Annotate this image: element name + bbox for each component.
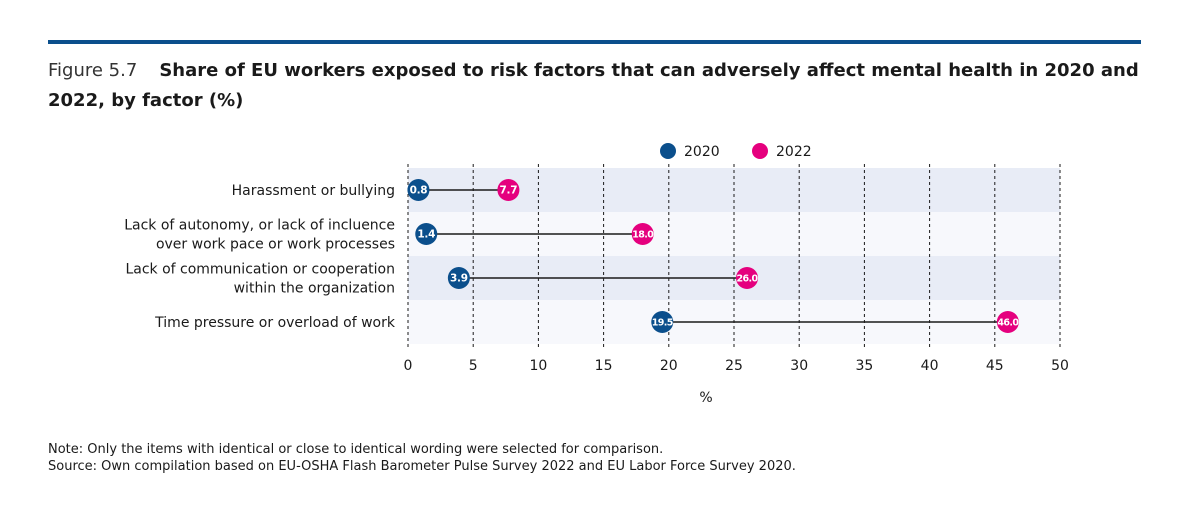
x-tick-label: 25 <box>725 358 743 374</box>
top-rule <box>48 40 1141 44</box>
data-label-2022: 18.0 <box>632 230 654 241</box>
category-label: Time pressure or overload of work <box>154 315 396 331</box>
x-tick-label: 5 <box>469 358 478 374</box>
x-tick-label: 30 <box>790 358 808 374</box>
data-label-2022: 26.0 <box>737 274 759 285</box>
figure-label: Figure 5.7 <box>48 60 138 81</box>
data-point-2022 <box>497 179 520 201</box>
x-tick-label: 45 <box>986 358 1004 374</box>
notes-block: Note: Only the items with identical or c… <box>48 441 796 475</box>
note-text: Note: Only the items with identical or c… <box>48 442 664 457</box>
x-axis-title: % <box>699 390 712 406</box>
category-label: Lack of autonomy, or lack of incluence <box>124 218 395 234</box>
legend-label-2022: 2022 <box>776 144 812 160</box>
x-tick-label: 40 <box>921 358 939 374</box>
legend-marker-2022 <box>752 143 768 159</box>
data-label-2020: 0.8 <box>410 185 428 197</box>
category-label: Harassment or bullying <box>232 183 395 199</box>
x-tick-label: 20 <box>660 358 678 374</box>
data-point-2022 <box>736 267 759 289</box>
figure-title: Share of EU workers exposed to risk fact… <box>48 60 1139 111</box>
data-point-2022 <box>996 311 1019 333</box>
legend-label-2020: 2020 <box>684 144 720 160</box>
x-tick-label: 0 <box>404 358 413 374</box>
dumbbell-chart: 0 5 10 15 20 25 30 35 40 45 50% 2020 2022 Harassment … <box>124 143 1069 406</box>
data-point-2020 <box>447 267 470 289</box>
x-tick-label: 50 <box>1051 358 1069 374</box>
data-label-2022: 7.7 <box>500 185 518 197</box>
data-point-2020 <box>415 223 438 245</box>
category-label: within the organization <box>234 281 395 297</box>
data-label-2020: 1.4 <box>417 229 435 241</box>
figure-title-block: Figure 5.7 Share of EU workers exposed to… <box>48 56 1148 116</box>
x-tick-label: 15 <box>595 358 613 374</box>
data-point-2020 <box>651 311 674 333</box>
data-point-2022 <box>631 223 654 245</box>
category-label: over work pace or work processes <box>156 237 395 253</box>
x-tick-label: 35 <box>855 358 873 374</box>
data-label-2020: 19.5 <box>652 318 673 329</box>
source-text: Source: Own compilation based on EU-OSHA… <box>48 459 796 474</box>
data-point-2020 <box>407 179 430 201</box>
x-tick-label: 10 <box>529 358 547 374</box>
data-label-2020: 3.9 <box>450 273 468 285</box>
legend-marker-2020 <box>660 143 676 159</box>
data-label-2022: 46.0 <box>997 318 1019 329</box>
category-label: Lack of communication or cooperation <box>125 262 395 278</box>
